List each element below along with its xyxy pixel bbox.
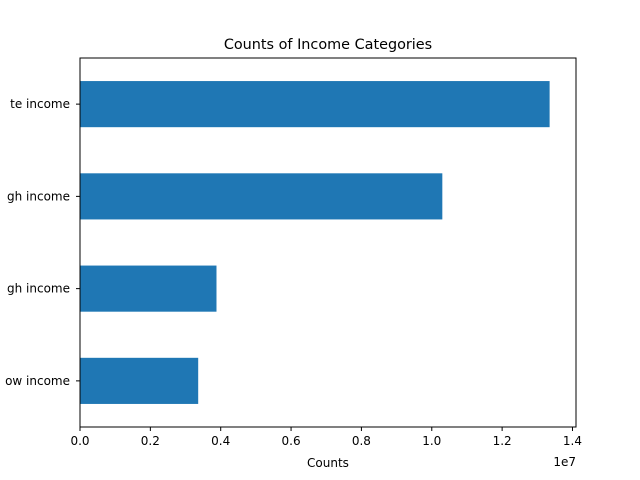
x-tick-label: 1.0 bbox=[422, 434, 441, 448]
x-tick-label: 0.6 bbox=[282, 434, 301, 448]
x-tick-label: 0.2 bbox=[141, 434, 160, 448]
bars bbox=[80, 81, 550, 404]
bar bbox=[80, 265, 217, 312]
x-axis-ticks: 0.0 0.2 0.4 0.6 0.8 1.0 1.2 1.4 bbox=[70, 427, 582, 448]
chart-title: Counts of Income Categories bbox=[224, 37, 432, 53]
x-axis-offset-text: 1e7 bbox=[553, 455, 576, 469]
x-tick-label: 1.2 bbox=[493, 434, 512, 448]
y-axis-ticks: te income gh income gh income ow income bbox=[5, 97, 80, 388]
y-tick-label: gh income bbox=[7, 282, 70, 296]
x-axis-label: Counts bbox=[307, 456, 349, 470]
y-tick-label: gh income bbox=[7, 189, 70, 203]
x-tick-label: 0.8 bbox=[352, 434, 371, 448]
plot-frame bbox=[79, 57, 577, 428]
bar bbox=[80, 357, 199, 404]
y-tick-label: te income bbox=[10, 97, 70, 111]
x-tick-label: 0.0 bbox=[70, 434, 89, 448]
bar bbox=[80, 173, 443, 220]
x-tick-label: 0.4 bbox=[211, 434, 230, 448]
bar bbox=[80, 81, 550, 128]
x-tick-label: 1.4 bbox=[563, 434, 582, 448]
y-tick-label: ow income bbox=[5, 374, 70, 388]
